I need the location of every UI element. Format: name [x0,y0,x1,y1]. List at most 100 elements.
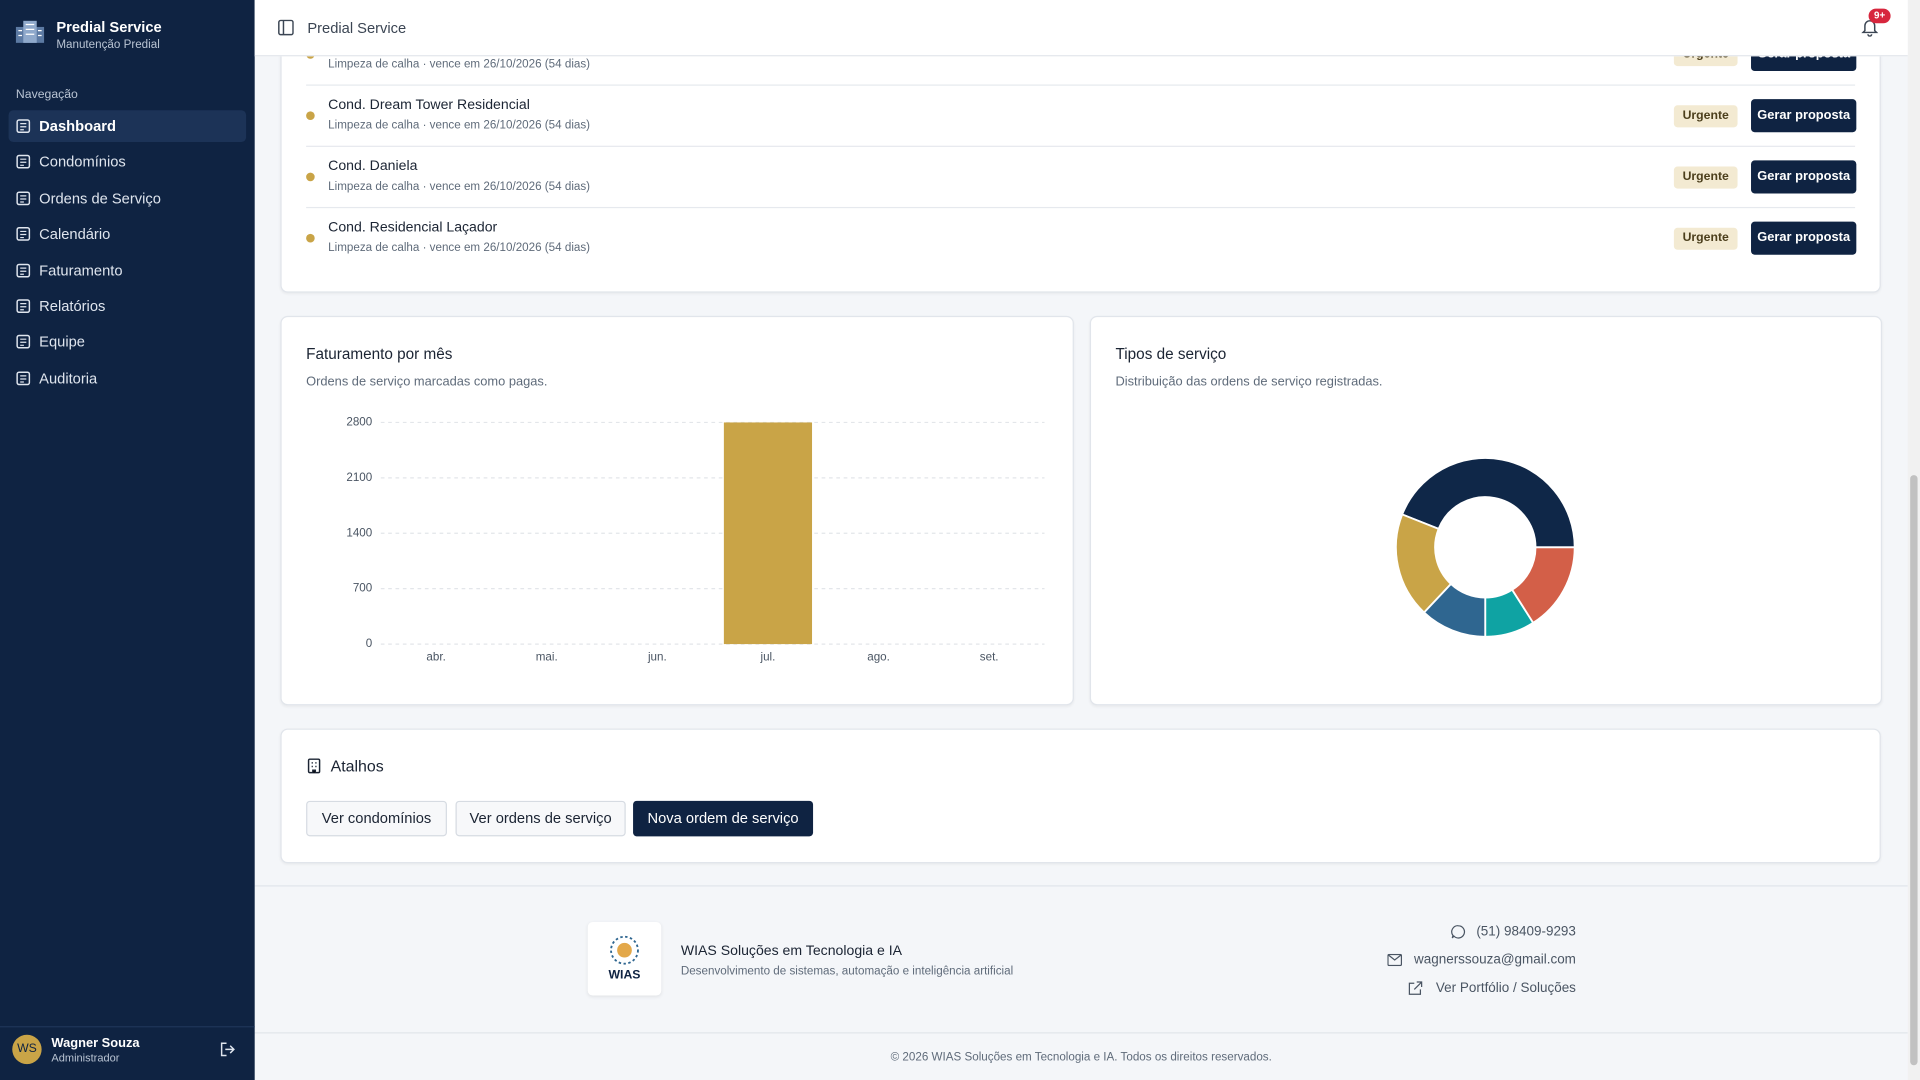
x-tick-label: abr. [426,651,445,664]
header: Predial Service 9+ [254,0,1908,57]
shortcut-button[interactable]: Ver ordens de serviço [455,800,626,837]
nav-item[interactable]: Dashboard [8,110,247,143]
footer-email[interactable]: wagnerssouza@gmail.com [1413,952,1576,968]
nav-icon [16,191,31,205]
status-dot [306,172,315,182]
logo-text: WIAS [608,968,641,983]
nav-label: Relatórios [39,297,106,315]
nav-icon [16,335,31,349]
chart-subtitle: Distribuição das ordens de serviço regis… [1116,373,1383,388]
avatar: WS [12,1034,42,1065]
nav-label: Faturamento [39,261,123,279]
mail-icon [1387,953,1403,967]
nav-icon [16,263,31,277]
y-tick-label: 0 [366,637,373,650]
chart-subtitle: Ordens de serviço marcadas como pagas. [306,373,547,388]
nav-label: Ordens de Serviço [39,189,161,207]
building-icon [307,758,321,774]
nav-item[interactable]: Condomínios [9,146,247,178]
y-tick-label: 2800 [346,416,372,429]
logo-mark [610,935,639,965]
icon-shape [16,263,31,277]
icon-shape [20,303,27,311]
shortcuts-card: Atalhos Ver condomínios Ver ordens de se… [280,728,1881,864]
nav-label: Auditoria [39,369,98,387]
footer-description: Desenvolvimento de sistemas, automação e… [680,964,1014,979]
status-badge: Urgente [1673,105,1738,128]
sidebar-toggle[interactable] [278,19,294,36]
user-role: Administrador [51,1051,120,1065]
scrollbar [1907,0,1920,1080]
copyright: © 2026 WIAS Soluções em Tecnologia e IA.… [890,1050,1272,1065]
icon-shape [16,299,31,313]
nav-label: Dashboard [39,117,116,135]
proposal-button[interactable]: Gerar proposta [1751,160,1857,194]
icon-shape [20,231,27,239]
proposal-button[interactable]: Gerar proposta [1751,99,1857,133]
pie-chart: Tipos de serviço Distribuição das ordens … [1116,346,1576,638]
pie-slice [1510,546,1576,625]
nav-section: Navegação [15,88,78,102]
icon-shape [20,267,27,275]
nav-icon [16,155,31,169]
chart-title: Faturamento por mês [306,346,453,363]
status-dot [306,111,315,121]
sidebar: Predial Service Manutenção Predial Naveg… [0,0,255,1080]
shortcut-button[interactable]: Nova ordem de serviço [633,800,814,837]
logout-icon[interactable] [220,1042,236,1057]
row-divider [306,206,1856,209]
main: Limpeza de calha · vence em 26/10/2026 (… [254,0,1908,1080]
y-tick-label: 1400 [346,526,372,539]
icon-shape [16,227,31,241]
pie-slice [1401,457,1576,549]
user-name: Wagner Souza [51,1035,140,1051]
notification-badge: 9+ [1868,8,1891,24]
nav-item[interactable]: Auditoria [9,362,247,394]
shortcuts-title: Atalhos [330,756,384,776]
y-tick-label: 700 [353,582,373,595]
x-tick-label: jul. [760,651,776,664]
icon-shape [16,119,31,133]
x-tick-label: ago. [867,651,890,664]
status-badge: Urgente [1673,227,1738,250]
y-tick-label: 2100 [346,471,372,484]
bar [723,422,813,645]
external-icon [1408,981,1423,995]
row-divider [306,145,1856,147]
bar-card: Faturamento por mês Ordens de serviço mar… [280,315,1074,706]
nav-item[interactable]: Ordens de Serviço [9,182,247,214]
sidebar-divider [0,1026,255,1028]
nav-label: Equipe [39,333,85,351]
footer: WIAS WIAS Soluções em Tecnologia e IA De… [254,885,1908,1080]
scroll-thumb[interactable] [1910,475,1918,1066]
row-name: Cond. Daniela [328,159,418,174]
nav-item[interactable]: Faturamento [9,254,247,286]
nav-item[interactable]: Equipe [9,326,247,358]
x-tick-label: set. [980,651,999,664]
footer-phone[interactable]: (51) 98409-9293 [1476,924,1576,940]
row-detail: Limpeza de calha · vence em 26/10/2026 (… [328,241,591,255]
icon-shape [16,371,31,385]
header-title: Predial Service [307,19,407,37]
row-detail: Limpeza de calha · vence em 26/10/2026 (… [328,57,591,72]
nav-icon [16,227,31,241]
shortcut-button[interactable]: Ver condomínios [306,800,447,837]
nav-icon [16,299,31,313]
nav-item[interactable]: Calendário [9,218,247,250]
nav-item[interactable]: Relatórios [9,290,247,322]
footer-logo: WIAS [587,922,662,996]
icon-shape [16,335,31,349]
proposal-button[interactable]: Gerar proposta [1751,221,1857,255]
icon-shape [20,195,27,203]
nav-label: Calendário [39,225,111,243]
pie-card: Tipos de serviço Distribuição das ordens … [1089,315,1883,706]
brand-name: Predial Service [56,18,162,36]
row-name: Cond. Residencial Laçador [328,220,498,236]
icon-shape [20,375,27,383]
x-tick-label: jun. [647,651,667,664]
footer-link[interactable]: Ver Portfólio / Soluções [1435,980,1576,996]
status-dot [306,233,315,243]
chart-title: Tipos de serviço [1116,346,1227,363]
